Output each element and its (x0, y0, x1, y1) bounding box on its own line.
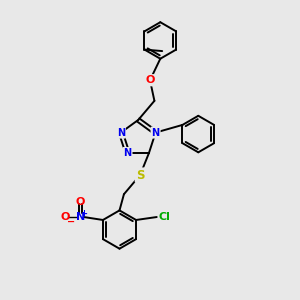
Text: N: N (123, 148, 132, 158)
Text: N: N (76, 212, 85, 222)
Text: O: O (76, 197, 85, 207)
Text: −: − (68, 217, 76, 227)
Text: S: S (136, 169, 144, 182)
Text: Cl: Cl (158, 212, 170, 222)
Text: N: N (117, 128, 125, 138)
Text: O: O (145, 75, 155, 85)
Text: +: + (80, 209, 87, 218)
Text: N: N (152, 128, 160, 138)
Text: O: O (60, 212, 70, 222)
